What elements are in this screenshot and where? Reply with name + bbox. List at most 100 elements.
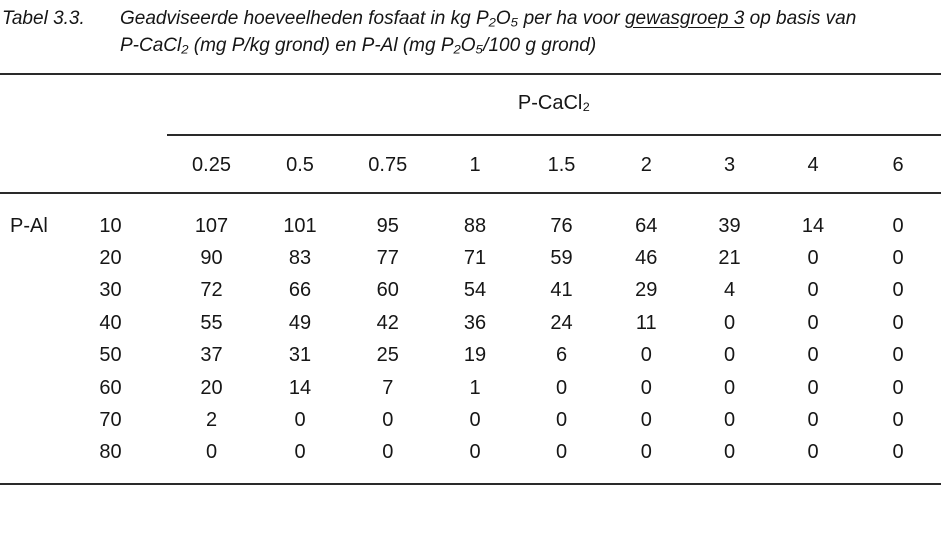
table-row-p-al-20: 20 90 83 77 71 59 46 21 0 0 [0, 242, 941, 274]
table-cell: 49 [288, 311, 312, 334]
group-header-rule [167, 134, 941, 136]
table-cell: 0 [807, 344, 819, 367]
col-header-0.25: 0.25 [192, 153, 231, 176]
spacer-cell [155, 437, 167, 469]
table-cell: 0 [640, 376, 652, 399]
table-cell: 0 [382, 409, 394, 432]
table-cell: 0 [469, 409, 481, 432]
table-row-p-al-10: P-Al 10 107 101 95 88 76 64 39 14 0 [0, 210, 941, 242]
table-cell: 0 [723, 344, 736, 367]
row-axis-label: P-Al [10, 214, 48, 237]
table-cell: 0 [892, 247, 904, 270]
table-cell: 14 [801, 214, 825, 237]
col-header-2: 2 [640, 153, 652, 176]
table-cell: 6 [555, 344, 568, 367]
table-cell: 11 [635, 311, 657, 334]
row-header-40: 40 [99, 311, 122, 334]
caption-line1-underlined: gewasgroep 3 [624, 8, 745, 29]
table-row-p-al-30: 30 72 66 60 54 41 29 4 0 0 [0, 275, 941, 307]
table-cell: 0 [807, 247, 819, 270]
table-cell: 19 [463, 344, 487, 367]
table-cell: 1 [469, 376, 481, 399]
table-caption-number: Tabel 3.3. [2, 8, 85, 29]
table-cell: 101 [283, 214, 317, 237]
table-cell: 0 [555, 376, 568, 399]
row-header-60: 60 [99, 376, 122, 399]
caption-line1-pre: Geadviseerde hoeveelheden fosfaat in kg … [120, 8, 625, 29]
table-cell: 0 [640, 441, 652, 464]
group-header-p-cacl2: P-CaCl₂ [517, 92, 591, 114]
table-cell: 0 [807, 441, 819, 464]
table-cell: 0 [892, 279, 904, 302]
empty-cell [0, 372, 66, 404]
table-row-p-al-80: 80 0 0 0 0 0 0 0 0 0 [0, 437, 941, 469]
table-cell: 42 [376, 311, 399, 334]
spacer-cell [155, 210, 167, 242]
table-cell: 66 [288, 279, 312, 302]
row-header-70: 70 [99, 409, 122, 432]
table-cell: 0 [807, 311, 819, 334]
table-cell: 2 [205, 409, 218, 432]
table-cell: 77 [376, 247, 399, 270]
row-header-50: 50 [99, 344, 122, 367]
table-cell: 95 [376, 214, 399, 237]
row-header-30: 30 [99, 279, 122, 302]
table-top-rule [0, 73, 941, 75]
col-header-0.5: 0.5 [286, 153, 314, 176]
table-cell: 7 [382, 376, 394, 399]
table-cell: 0 [294, 441, 306, 464]
spacer-cell [155, 340, 167, 372]
table-bottom-rule [0, 483, 941, 485]
table-cell: 90 [200, 247, 223, 270]
col-header-1.5: 1.5 [547, 153, 576, 176]
empty-cell [0, 307, 66, 339]
table-row-p-al-70: 70 2 0 0 0 0 0 0 0 0 [0, 404, 941, 436]
empty-cell [0, 340, 66, 372]
col-header-0.75: 0.75 [368, 153, 408, 176]
table-cell: 55 [200, 311, 223, 334]
spacer-cell [155, 372, 167, 404]
table-body: P-Al 10 107 101 95 88 76 64 39 14 0 20 90 83 77 71 59 46 2… [0, 210, 941, 469]
table-cell: 0 [723, 409, 736, 432]
table-cell: 0 [294, 409, 306, 432]
table-cell: 0 [723, 441, 736, 464]
table-cell: 107 [194, 214, 229, 237]
table-cell: 83 [288, 247, 312, 270]
table-row-p-al-50: 50 37 31 25 19 6 0 0 0 0 [0, 340, 941, 372]
table-cell: 0 [892, 409, 904, 432]
table-cell: 0 [892, 376, 904, 399]
table-cell: 72 [200, 279, 223, 302]
table-cell: 0 [892, 344, 904, 367]
row-header-20: 20 [99, 247, 122, 270]
table-caption: Tabel 3.3. Geadviseerde hoeveelheden fos… [2, 5, 939, 59]
table-cell: 0 [555, 409, 568, 432]
spacer-cell [155, 148, 167, 182]
table-row-p-al-40: 40 55 49 42 36 24 11 0 0 0 [0, 307, 941, 339]
table-cell: 39 [718, 214, 741, 237]
table-cell: 0 [807, 409, 819, 432]
table-cell: 54 [463, 279, 487, 302]
caption-line1-post: op basis van [744, 8, 857, 29]
empty-cell [0, 148, 66, 182]
table-cell: 21 [718, 247, 741, 270]
table-cell: 0 [892, 311, 904, 334]
table-caption-text: Geadviseerde hoeveelheden fosfaat in kg … [120, 5, 939, 59]
table-cell: 0 [640, 344, 652, 367]
empty-cell [0, 404, 66, 436]
spacer-cell [155, 275, 167, 307]
col-header-4: 4 [807, 153, 819, 176]
col-header-1: 1 [469, 153, 481, 176]
empty-cell [0, 275, 66, 307]
table-cell: 41 [550, 279, 573, 302]
table-cell: 88 [463, 214, 487, 237]
table-cell: 14 [288, 376, 312, 399]
table-cell: 20 [200, 376, 223, 399]
col-header-3: 3 [723, 153, 736, 176]
table-cell: 37 [200, 344, 223, 367]
table-cell: 29 [635, 279, 658, 302]
column-header-row: 0.25 0.5 0.75 1 1.5 2 3 4 6 [0, 148, 941, 182]
table-cell: 0 [807, 376, 819, 399]
table-cell: 59 [550, 247, 573, 270]
table-cell: 0 [469, 441, 481, 464]
table-cell: 76 [550, 214, 573, 237]
